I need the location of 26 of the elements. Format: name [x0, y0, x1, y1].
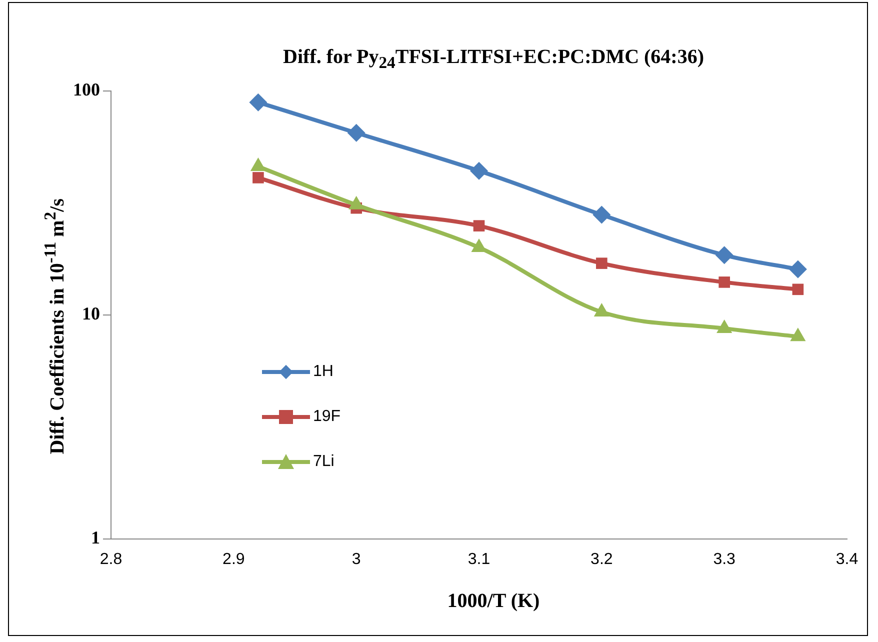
x-tick-label: 3.1	[468, 550, 490, 568]
point	[596, 258, 608, 269]
point	[792, 284, 804, 296]
x-tick-label: 2.9	[222, 550, 245, 568]
x-tick-label: 2.8	[100, 550, 122, 568]
point	[470, 162, 488, 180]
y-tick-label: 10	[82, 304, 100, 324]
point	[718, 276, 730, 288]
chart-title: Diff. for Py$_{24}$TFSI-LITFSI+EC:PC:DMC (64:36)	[282, 46, 705, 73]
point	[715, 246, 734, 264]
x-tick-label: 3	[352, 550, 361, 568]
x-tick-label: 3.3	[713, 550, 736, 568]
legend-label: 19F	[313, 408, 341, 426]
point	[249, 93, 268, 112]
point	[788, 260, 807, 278]
y-tick-label: 100	[73, 80, 100, 100]
x-axis-title: 1000/T (K)	[446, 590, 541, 613]
legend-label: 1H	[313, 362, 334, 380]
x-tick-label: 3.2	[590, 550, 613, 568]
point	[473, 220, 485, 232]
point	[347, 124, 366, 142]
legend-label: 7Li	[313, 452, 334, 470]
x-tick-label: 3.4	[836, 550, 858, 568]
point	[252, 172, 264, 184]
point	[592, 206, 611, 224]
y-tick-label: 1	[91, 527, 100, 548]
